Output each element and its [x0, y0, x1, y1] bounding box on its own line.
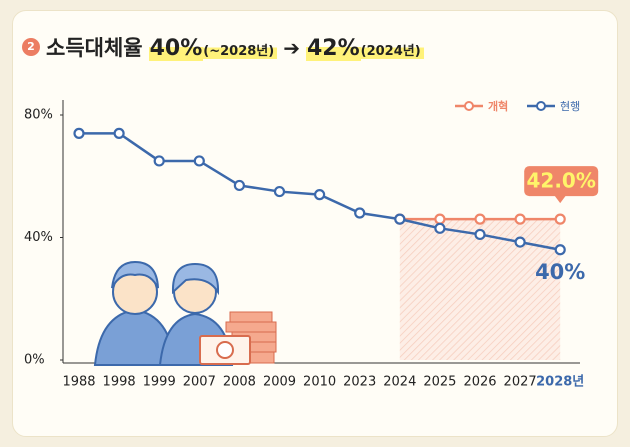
legend-label: 개혁: [488, 99, 508, 113]
x-tick-label: 2009: [263, 375, 296, 390]
x-tick-label: 1998: [103, 375, 136, 390]
point: [554, 244, 566, 256]
x-tick-label: 2023: [343, 375, 376, 390]
legend-label: 현행: [560, 100, 580, 113]
x-tick-label: 2027: [504, 375, 537, 390]
point: [273, 185, 286, 198]
point: [233, 179, 245, 192]
point: [474, 228, 486, 241]
x-tick-label: 2008: [223, 375, 256, 390]
legend-marker: [464, 101, 474, 111]
callout-box: [524, 166, 599, 197]
title-arrow: ➔: [283, 36, 300, 60]
title-label: 소득대체율: [46, 36, 143, 60]
point: [434, 213, 446, 225]
end-label: 40%: [535, 260, 585, 284]
x-tick-label: 2026: [463, 375, 496, 390]
callout-pointer: [554, 195, 567, 204]
point: [434, 222, 446, 234]
y-tick-label: 0%: [24, 353, 45, 368]
point: [354, 207, 366, 219]
point: [514, 213, 526, 225]
title: 2 소득대체율 40% (~2028년) ➔ 42% (2024년): [22, 32, 424, 62]
x-tick-label: 2025: [423, 375, 456, 390]
point: [554, 213, 566, 225]
point: [474, 213, 486, 225]
reform-area: [399, 219, 561, 360]
badge: 2: [22, 38, 40, 56]
point: [193, 155, 205, 167]
title-from-note: (~2028년): [203, 40, 278, 59]
point: [394, 213, 406, 225]
x-tick-label: 2010: [303, 375, 336, 390]
illustration: [93, 260, 277, 366]
point: [153, 155, 165, 167]
y-tick-label: 40%: [24, 230, 53, 245]
x-tick-label: 2007: [183, 375, 216, 390]
legend-marker: [536, 101, 546, 111]
point: [73, 127, 85, 139]
x-tick-label: 1999: [143, 375, 176, 390]
point: [314, 189, 326, 201]
point: [113, 127, 125, 139]
y-tick-label: 80%: [24, 108, 53, 123]
title-to-note: (2024년): [360, 40, 424, 59]
x-tick-label: 2028년: [536, 375, 584, 390]
title-from: 40%: [148, 36, 204, 61]
x-tick-label: 1988: [62, 375, 95, 390]
title-to: 42%: [305, 36, 361, 61]
point: [514, 236, 526, 248]
x-tick-label: 2024: [383, 375, 416, 390]
callout-label: 42.0%: [527, 169, 596, 193]
